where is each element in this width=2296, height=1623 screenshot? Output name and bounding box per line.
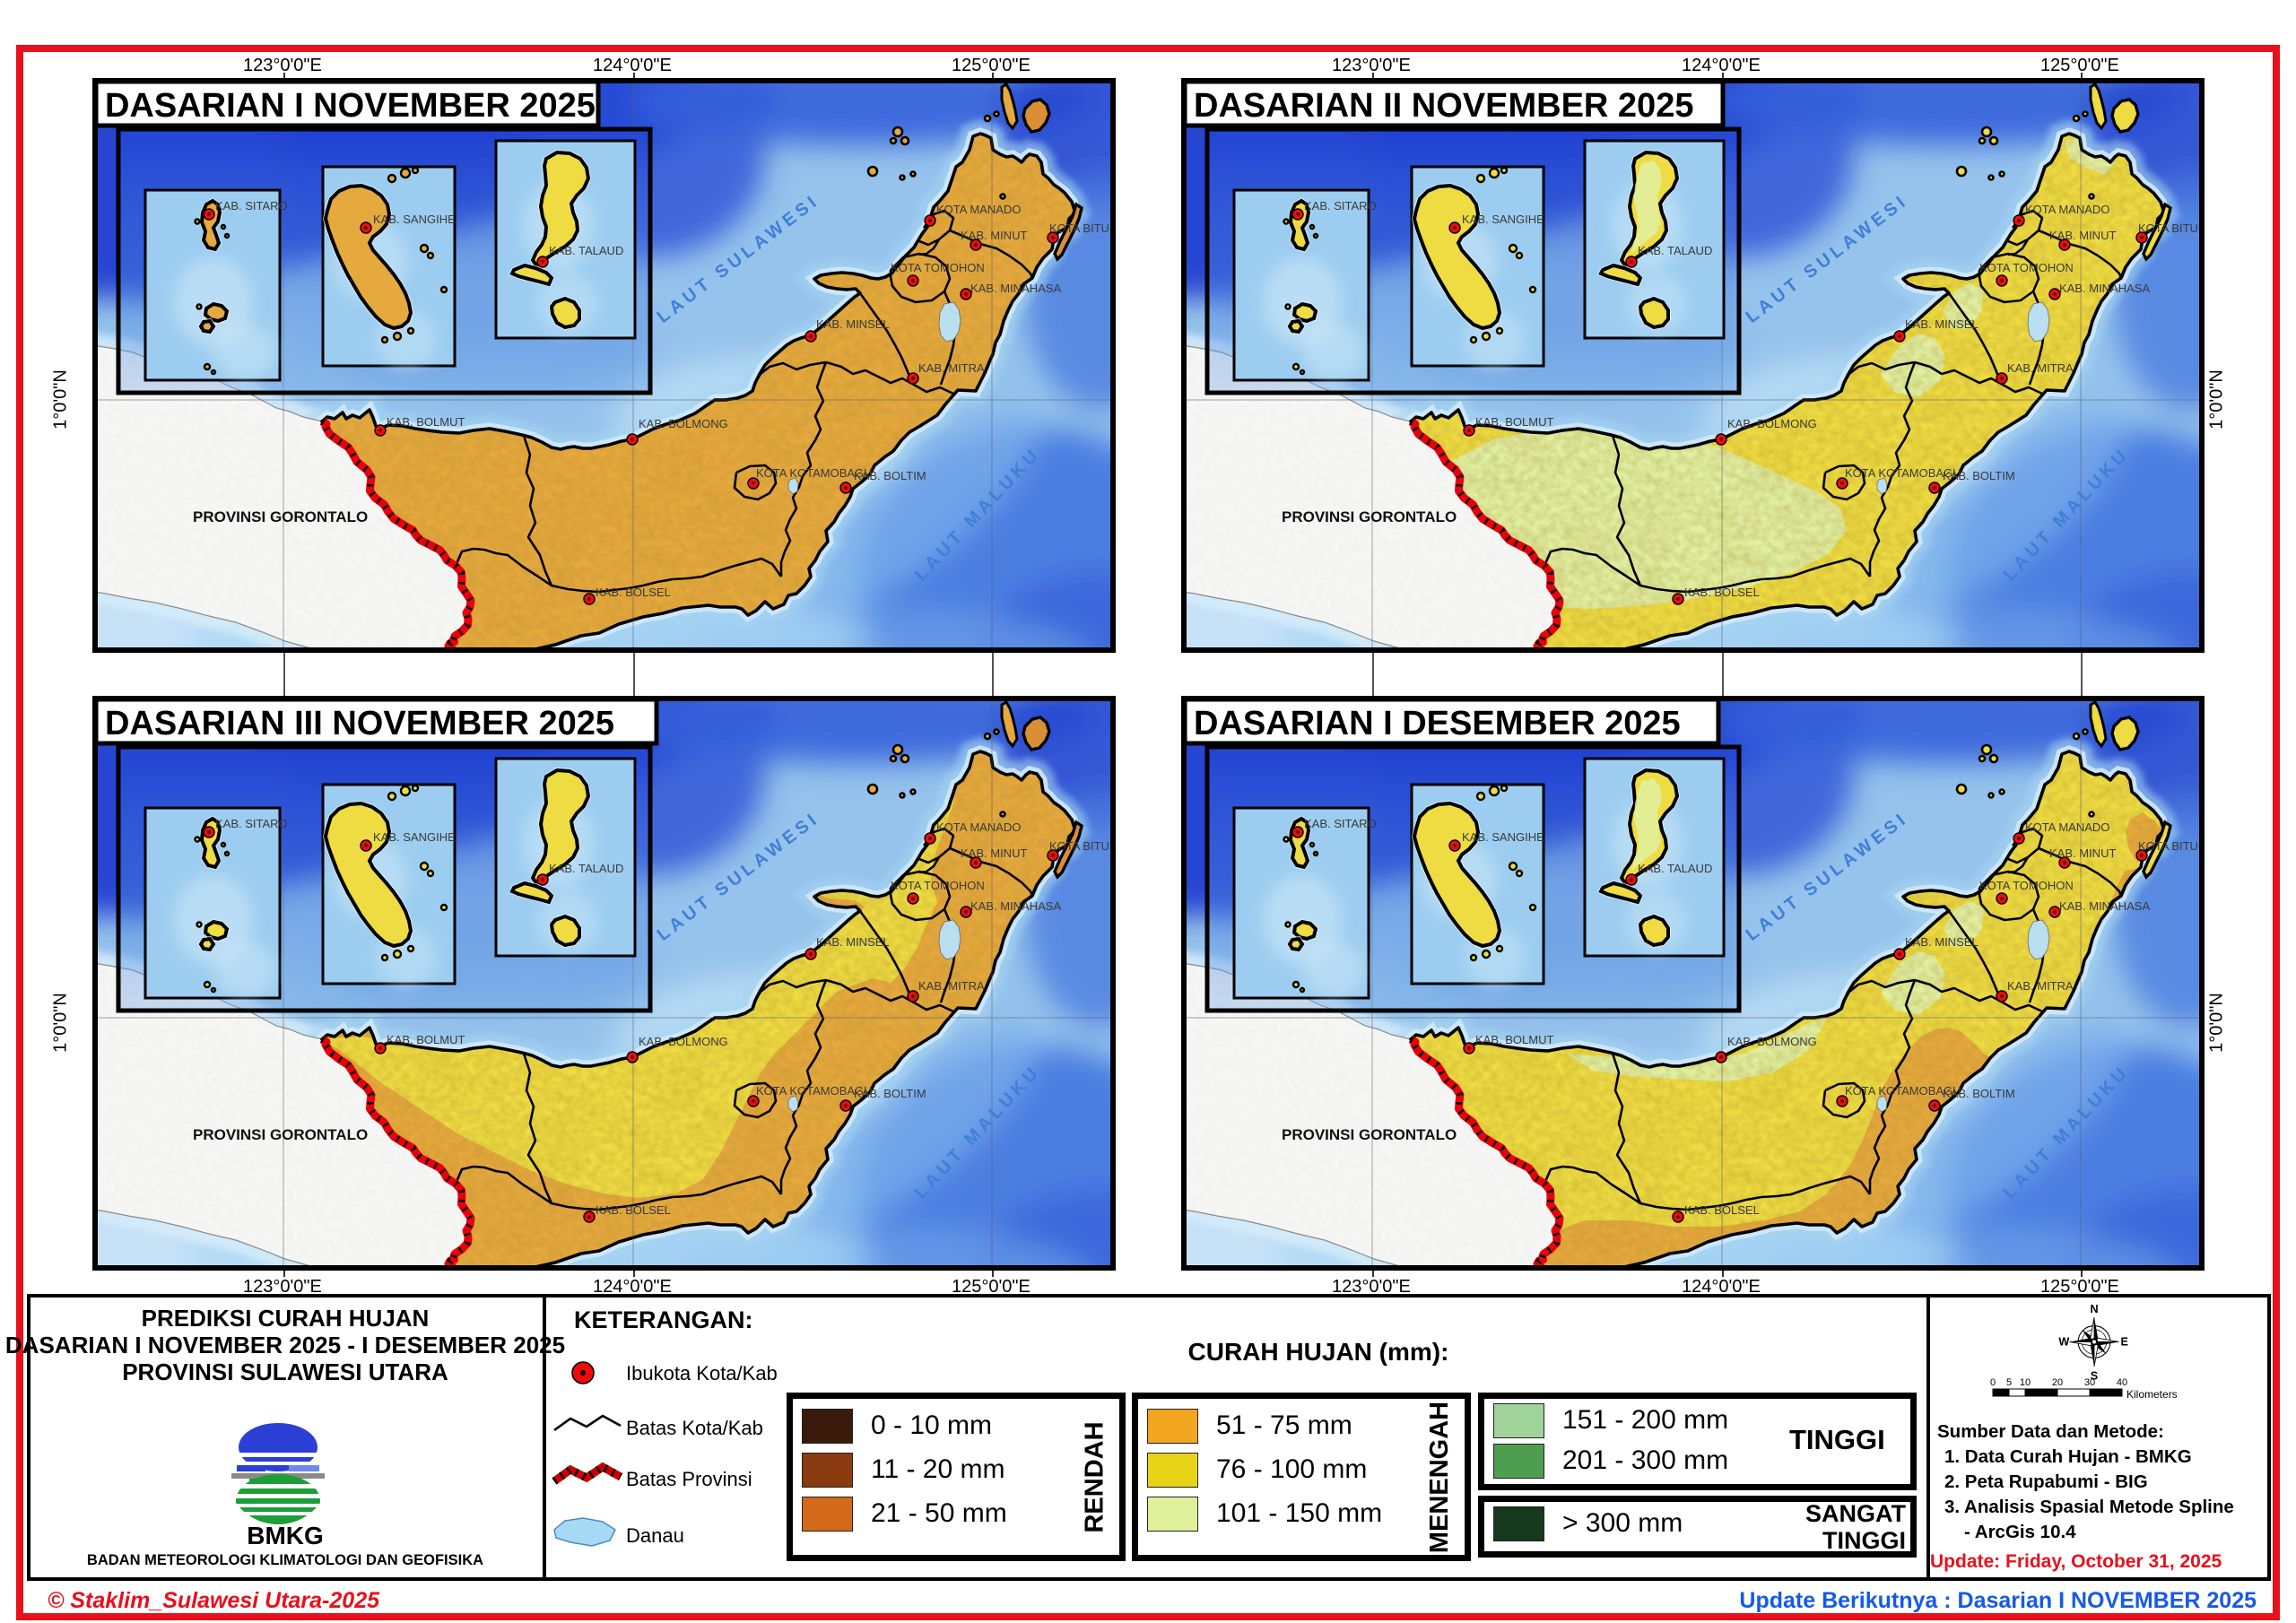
svg-text:KAB. BOLMONG: KAB. BOLMONG	[639, 417, 728, 430]
svg-text:KAB. TALAUD: KAB. TALAUD	[1638, 862, 1712, 875]
svg-text:KAB. BOLSEL: KAB. BOLSEL	[1684, 586, 1760, 599]
svg-text:30: 30	[2084, 1377, 2095, 1388]
svg-text:KAB. MINAHASA: KAB. MINAHASA	[2059, 899, 2150, 913]
svg-text:KAB. BOLMONG: KAB. BOLMONG	[1727, 417, 1817, 430]
svg-text:N: N	[2090, 1303, 2098, 1315]
svg-text:KOTA BITUNG: KOTA BITUNG	[1049, 221, 1116, 235]
svg-text:KOTA MANADO: KOTA MANADO	[2025, 203, 2109, 216]
svg-text:KAB. SITARO: KAB. SITARO	[1304, 817, 1377, 830]
svg-text:KAB. MINAHASA: KAB. MINAHASA	[970, 282, 1061, 295]
svg-text:KAB. BOLMONG: KAB. BOLMONG	[639, 1035, 728, 1048]
svg-text:KAB. TALAUD: KAB. TALAUD	[1638, 244, 1712, 257]
svg-text:KOTA TOMOHON: KOTA TOMOHON	[891, 261, 985, 274]
svg-text:KAB. BOLSEL: KAB. BOLSEL	[1684, 1203, 1760, 1217]
svg-text:DASARIAN II NOVEMBER 2025: DASARIAN II NOVEMBER 2025	[1194, 87, 1693, 125]
svg-text:KAB. BOLMUT: KAB. BOLMUT	[1475, 1033, 1553, 1046]
svg-text:KAB. SANGIHE: KAB. SANGIHE	[1462, 213, 1544, 226]
svg-text:KAB. SITARO: KAB. SITARO	[1304, 199, 1377, 213]
svg-text:KAB. MITRA: KAB. MITRA	[918, 979, 985, 993]
svg-text:KAB. BOLSEL: KAB. BOLSEL	[596, 586, 671, 599]
svg-text:KOTA TOMOHON: KOTA TOMOHON	[891, 879, 985, 892]
svg-text:KOTA TOMOHON: KOTA TOMOHON	[1979, 879, 2074, 892]
svg-text:KAB. MINUT: KAB. MINUT	[961, 229, 1027, 242]
svg-text:0: 0	[1990, 1377, 1996, 1388]
svg-text:KAB. MITRA: KAB. MITRA	[918, 361, 985, 375]
svg-text:KAB. MITRA: KAB. MITRA	[2007, 979, 2074, 993]
svg-text:DASARIAN III NOVEMBER 2025: DASARIAN III NOVEMBER 2025	[105, 705, 614, 742]
svg-text:KAB. MINAHASA: KAB. MINAHASA	[2059, 282, 2150, 295]
svg-text:PROVINSI GORONTALO: PROVINSI GORONTALO	[193, 1126, 368, 1143]
svg-text:PROVINSI GORONTALO: PROVINSI GORONTALO	[1282, 1126, 1457, 1143]
svg-text:KAB. MINSEL: KAB. MINSEL	[1905, 935, 1979, 949]
svg-text:KOTA TOMOHON: KOTA TOMOHON	[1979, 261, 2074, 274]
svg-text:KAB. BOLTIM: KAB. BOLTIM	[1943, 469, 2015, 482]
svg-text:KOTA MANADO: KOTA MANADO	[936, 820, 1021, 834]
svg-text:Kilometers: Kilometers	[2126, 1388, 2178, 1401]
svg-text:KAB. BOLSEL: KAB. BOLSEL	[596, 1203, 671, 1217]
svg-text:KAB. MINSEL: KAB. MINSEL	[816, 935, 890, 949]
svg-text:KAB. MINSEL: KAB. MINSEL	[816, 317, 890, 331]
svg-text:KOTA MANADO: KOTA MANADO	[936, 203, 1021, 216]
svg-text:KAB. BOLMONG: KAB. BOLMONG	[1727, 1035, 1817, 1048]
svg-text:40: 40	[2117, 1377, 2127, 1388]
svg-text:PROVINSI GORONTALO: PROVINSI GORONTALO	[1282, 508, 1457, 525]
svg-text:KAB. MINAHASA: KAB. MINAHASA	[970, 899, 1061, 913]
svg-text:KAB. SITARO: KAB. SITARO	[215, 817, 288, 830]
svg-text:KAB. SITARO: KAB. SITARO	[215, 199, 288, 213]
svg-text:KAB. SANGIHE: KAB. SANGIHE	[373, 830, 456, 844]
svg-text:KAB. BOLTIM: KAB. BOLTIM	[854, 1087, 926, 1100]
svg-text:KAB. MINUT: KAB. MINUT	[2049, 229, 2116, 242]
svg-text:KAB. BOLTIM: KAB. BOLTIM	[1943, 1087, 2015, 1100]
svg-text:KAB. MITRA: KAB. MITRA	[2007, 361, 2074, 375]
svg-text:DASARIAN I DESEMBER 2025: DASARIAN I DESEMBER 2025	[1194, 705, 1681, 742]
svg-text:KAB. TALAUD: KAB. TALAUD	[549, 244, 623, 257]
svg-text:KAB. SANGIHE: KAB. SANGIHE	[373, 213, 456, 226]
svg-text:KAB. TALAUD: KAB. TALAUD	[549, 862, 623, 875]
svg-text:KOTA BITUNG: KOTA BITUNG	[2138, 221, 2205, 235]
svg-text:KOTA MANADO: KOTA MANADO	[2025, 820, 2109, 834]
svg-text:S: S	[2091, 1370, 2098, 1383]
svg-text:KAB. MINSEL: KAB. MINSEL	[1905, 317, 1979, 331]
svg-text:KOTA BITUNG: KOTA BITUNG	[2138, 839, 2205, 853]
svg-text:KOTA KOTAMOBAGU: KOTA KOTAMOBAGU	[756, 466, 873, 480]
svg-text:E: E	[2120, 1336, 2127, 1349]
svg-text:KOTA BITUNG: KOTA BITUNG	[1049, 839, 1116, 853]
svg-text:KAB. SANGIHE: KAB. SANGIHE	[1462, 830, 1544, 844]
svg-text:PROVINSI GORONTALO: PROVINSI GORONTALO	[193, 508, 368, 525]
svg-text:KAB. MINUT: KAB. MINUT	[961, 846, 1027, 860]
svg-text:KOTA KOTAMOBAGU: KOTA KOTAMOBAGU	[1845, 466, 1961, 480]
svg-text:10: 10	[2020, 1377, 2031, 1388]
svg-text:20: 20	[2052, 1377, 2063, 1388]
svg-text:KOTA KOTAMOBAGU: KOTA KOTAMOBAGU	[756, 1084, 873, 1098]
svg-text:KAB. BOLTIM: KAB. BOLTIM	[854, 469, 926, 482]
svg-text:KAB. BOLMUT: KAB. BOLMUT	[387, 1033, 465, 1046]
svg-text:KAB. MINUT: KAB. MINUT	[2049, 846, 2116, 860]
svg-text:KAB. BOLMUT: KAB. BOLMUT	[1475, 415, 1553, 429]
svg-text:KAB. BOLMUT: KAB. BOLMUT	[387, 415, 465, 429]
svg-text:DASARIAN I NOVEMBER 2025: DASARIAN I NOVEMBER 2025	[105, 87, 596, 125]
svg-text:5: 5	[2006, 1377, 2012, 1388]
svg-text:KOTA KOTAMOBAGU: KOTA KOTAMOBAGU	[1845, 1084, 1961, 1098]
svg-text:W: W	[2058, 1336, 2069, 1349]
